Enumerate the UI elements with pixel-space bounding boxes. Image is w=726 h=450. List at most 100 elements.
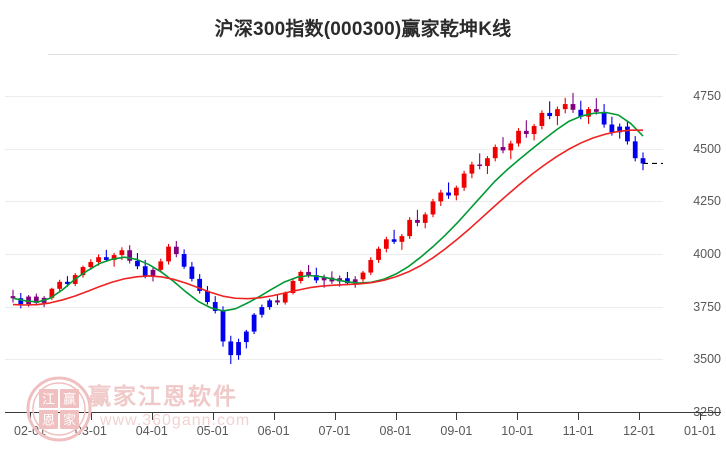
x-tick-label: 10-01 xyxy=(501,424,534,438)
candle-body xyxy=(33,296,39,303)
candlestick xyxy=(345,271,350,286)
candlestick xyxy=(10,289,16,303)
candle-body xyxy=(617,126,623,133)
candle-body xyxy=(477,164,483,166)
candlestick xyxy=(150,267,156,282)
y-tick-label: 4000 xyxy=(693,247,721,261)
candlestick xyxy=(547,101,553,120)
candle-body xyxy=(267,300,273,308)
candlestick xyxy=(127,245,133,264)
candlestick xyxy=(516,128,521,147)
candlestick xyxy=(391,229,397,244)
candlestick xyxy=(422,212,428,229)
gridline xyxy=(5,359,663,361)
x-tick-mark xyxy=(517,413,519,420)
candlestick xyxy=(531,123,537,141)
candlestick xyxy=(453,185,459,201)
candle-body xyxy=(181,254,187,267)
candlestick xyxy=(508,140,514,160)
candlestick xyxy=(181,249,187,269)
candle-body xyxy=(88,262,94,268)
candle-body xyxy=(446,192,451,196)
candle-body xyxy=(469,164,475,174)
candle-body xyxy=(80,267,86,276)
candlestick xyxy=(446,182,451,199)
x-tick-label: 05-01 xyxy=(196,424,229,438)
candle-body xyxy=(96,257,101,263)
candlestick xyxy=(399,234,405,250)
candle-body xyxy=(438,192,444,202)
candle-body xyxy=(135,260,140,267)
candle-body xyxy=(539,112,545,126)
candle-body xyxy=(150,269,156,276)
candle-body xyxy=(142,266,148,276)
candle-body xyxy=(531,125,537,134)
candlestick xyxy=(469,161,475,179)
candlestick xyxy=(313,267,319,284)
x-tick-label: 08-01 xyxy=(379,424,412,438)
candlestick xyxy=(625,121,630,145)
candle-body xyxy=(321,277,327,281)
candle-body xyxy=(251,314,257,332)
page-title: 沪深300指数(000300)赢家乾坤K线 xyxy=(214,19,512,40)
candlestick xyxy=(407,217,413,239)
candlestick xyxy=(632,136,638,162)
candle-body xyxy=(461,173,467,188)
y-tick-label: 4750 xyxy=(693,89,721,104)
candle-body xyxy=(547,112,553,117)
candlestick xyxy=(430,198,436,218)
candlestick xyxy=(593,98,599,115)
plot-area xyxy=(5,75,663,413)
candle-body xyxy=(555,109,560,117)
candle-body xyxy=(57,281,63,289)
candle-body xyxy=(49,288,55,298)
candle-body xyxy=(376,248,381,260)
candle-body xyxy=(189,266,195,279)
candlestick xyxy=(570,92,576,113)
x-tick-label: 06-01 xyxy=(257,424,290,438)
candle-body xyxy=(18,298,24,305)
candlestick xyxy=(166,243,171,265)
candlestick xyxy=(259,304,265,318)
x-axis-line xyxy=(5,412,721,413)
candlestick xyxy=(189,262,195,282)
candlestick xyxy=(41,296,47,308)
candle-body xyxy=(453,187,459,196)
x-tick-mark xyxy=(151,413,153,420)
candlestick xyxy=(243,329,249,349)
candlestick xyxy=(103,249,109,263)
candle-body xyxy=(625,126,630,142)
candlestick xyxy=(33,293,39,306)
candle-body xyxy=(368,259,374,273)
candle-body xyxy=(516,130,521,144)
candle-body xyxy=(415,219,420,223)
candlestick xyxy=(415,209,420,227)
gridline xyxy=(5,306,663,308)
candlestick xyxy=(251,313,257,335)
candle-body xyxy=(578,109,584,117)
y-tick-label: 4500 xyxy=(693,141,721,156)
candle-body xyxy=(485,158,490,166)
candle-body xyxy=(158,261,164,270)
candle-body xyxy=(282,293,288,303)
candle-body xyxy=(391,239,397,242)
candlestick xyxy=(438,189,444,207)
candlestick xyxy=(523,120,529,138)
candle-body xyxy=(173,246,179,255)
candlestick xyxy=(212,296,218,314)
x-tick-label: 09-01 xyxy=(440,424,473,438)
x-tick-mark xyxy=(273,413,275,420)
candle-body xyxy=(345,278,350,284)
candle-body xyxy=(166,246,171,262)
candle-body xyxy=(601,111,607,125)
candle-body xyxy=(228,341,234,356)
candle-body xyxy=(586,109,591,117)
candle-body xyxy=(383,239,389,249)
series-layer xyxy=(10,92,663,364)
candle-body xyxy=(360,272,366,280)
candlestick xyxy=(562,97,568,114)
candle-body xyxy=(640,158,646,164)
candlestick xyxy=(197,274,203,294)
candlestick xyxy=(267,298,273,310)
